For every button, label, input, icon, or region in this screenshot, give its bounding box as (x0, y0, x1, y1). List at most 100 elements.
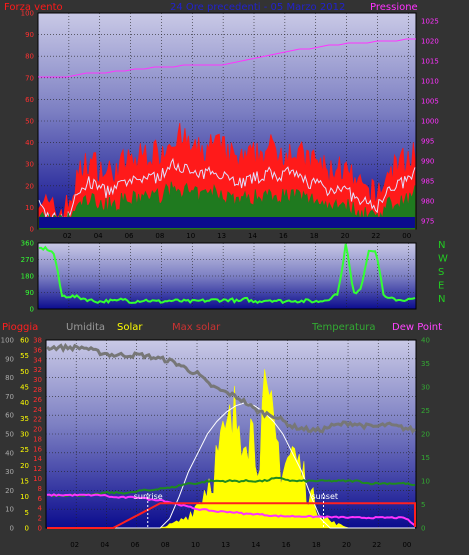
y-tick-label: 10 (25, 204, 34, 212)
x-tick-label: 04 (100, 541, 109, 549)
y-tick-label: 0 (421, 525, 425, 533)
compass-n: N (438, 294, 445, 305)
y-tick-label: 10 (421, 478, 430, 486)
x-tick-label: 08 (155, 232, 164, 240)
wind-baseline (39, 217, 415, 228)
sunset-label: sunset (312, 492, 339, 501)
x-tick-label: 14 (251, 541, 260, 549)
y-tick-label: 20 (421, 431, 430, 439)
y-tick-label: 1000 (421, 118, 439, 126)
legend-temperatura: Temperatura (311, 322, 376, 333)
legend-dew-point: Dew Point (392, 322, 442, 333)
y-tick-label: 0 (30, 226, 34, 234)
y-tick-label: 55 (20, 352, 29, 360)
x-tick-label: 02 (63, 232, 72, 240)
y-tick-label: 60 (25, 96, 34, 104)
x-tick-label: 10 (186, 232, 195, 240)
y-tick-label: 30 (5, 468, 14, 476)
y-tick-label: 34 (33, 356, 42, 364)
y-tick-label: 30 (421, 384, 430, 392)
x-tick-label: 04 (94, 232, 103, 240)
y-tick-label: 100 (21, 10, 34, 18)
x-tick-label: 06 (125, 232, 134, 240)
y-tick-label: 50 (20, 368, 29, 376)
y-tick-label: 0 (25, 525, 29, 533)
x-tick-label: 00 (402, 541, 411, 549)
y-tick-label: 90 (5, 355, 14, 363)
y-tick-label: 32 (33, 366, 42, 374)
dew-point-series (46, 493, 416, 527)
y-tick-label: 24 (33, 406, 42, 414)
pressure-series (38, 38, 416, 78)
y-tick-label: 995 (421, 138, 434, 146)
y-tick-label: 80 (25, 53, 34, 61)
y-tick-label: 40 (421, 337, 430, 345)
x-tick-label: 22 (371, 232, 380, 240)
wind-mid-series (38, 157, 416, 225)
y-tick-label: 14 (33, 455, 42, 463)
compass-s: S (438, 267, 444, 278)
y-tick-label: 50 (5, 431, 14, 439)
y-tick-label: 36 (33, 346, 42, 354)
y-tick-label: 1005 (421, 98, 439, 106)
y-tick-label: 40 (5, 449, 14, 457)
y-tick-label: 20 (25, 182, 34, 190)
y-tick-label: 90 (25, 289, 34, 297)
y-tick-label: 12 (33, 465, 42, 473)
x-tick-label: 13 (217, 232, 226, 240)
y-tick-label: 20 (33, 426, 42, 434)
y-tick-label: 30 (25, 161, 34, 169)
y-tick-label: 30 (33, 376, 42, 384)
x-tick-label: 08 (161, 541, 170, 549)
y-tick-label: 0 (10, 525, 14, 533)
y-tick-label: 22 (33, 416, 42, 424)
x-tick-label: 14 (248, 232, 257, 240)
y-tick-label: 1010 (421, 78, 439, 86)
wind-title: Forza vento (4, 2, 63, 13)
x-tick-label: 16 (282, 541, 291, 549)
y-tick-label: 980 (421, 198, 434, 206)
y-tick-label: 8 (38, 485, 42, 493)
x-tick-label: 10 (191, 541, 200, 549)
y-tick-label: 16 (33, 445, 42, 453)
x-tick-label: 06 (131, 541, 140, 549)
y-tick-label: 270 (21, 256, 34, 264)
y-tick-label: 35 (20, 415, 29, 423)
wind-direction-panel: 0 90 180 270 360 (21, 240, 417, 314)
y-tick-label: 18 (33, 435, 42, 443)
y-tick-label: 60 (5, 412, 14, 420)
y-tick-label: 1015 (421, 58, 439, 66)
x-tick-label: 22 (372, 541, 381, 549)
y-tick-label: 5 (421, 501, 425, 509)
temperature-series (46, 476, 416, 498)
pressure-title: Pressione (370, 2, 418, 13)
y-tick-label: 45 (20, 384, 29, 392)
chart-title: 24 Ore precedenti - 05 Marzo 2012 (170, 2, 345, 13)
y-tick-label: 50 (25, 118, 34, 126)
y-tick-label: 0 (38, 525, 42, 533)
humidity-series (45, 342, 417, 434)
y-tick-label: 70 (25, 74, 34, 82)
wind-direction-series (38, 243, 416, 305)
x-tick-label: 13 (221, 541, 230, 549)
compass-w: W (438, 254, 448, 265)
sunrise-label: sunrise (134, 492, 163, 501)
y-tick-label: 0 (30, 306, 34, 314)
y-tick-label: 180 (21, 273, 34, 281)
y-tick-label: 60 (20, 337, 29, 345)
y-tick-label: 20 (20, 462, 29, 470)
y-tick-label: 40 (25, 139, 34, 147)
y-tick-label: 80 (5, 374, 14, 382)
wind-pressure-panel: 0102030405060708090100975980985990995100… (21, 10, 439, 241)
legend-max-solar: Max solar (172, 322, 221, 333)
legend-pioggia: Pioggia (2, 322, 38, 333)
y-tick-label: 40 (20, 399, 29, 407)
y-tick-label: 990 (421, 158, 434, 166)
x-tick-label: 02 (70, 541, 79, 549)
y-tick-label: 10 (5, 506, 14, 514)
y-tick-label: 38 (33, 337, 42, 345)
y-tick-label: 10 (20, 493, 29, 501)
y-tick-label: 25 (421, 407, 430, 415)
